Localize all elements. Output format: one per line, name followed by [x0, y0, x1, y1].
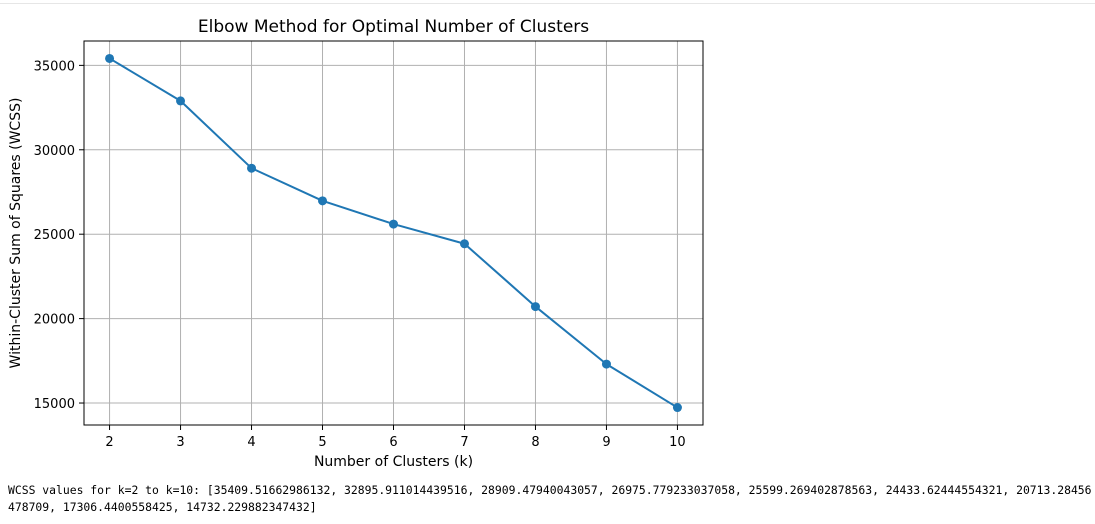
wcss-point: [672, 403, 682, 413]
wcss-values-output: WCSS values for k=2 to k=10: [35409.5166…: [8, 483, 1092, 514]
y-axis-title: Within-Cluster Sum of Squares (WCSS): [8, 98, 24, 369]
chart-title: Elbow Method for Optimal Number of Clust…: [198, 17, 589, 37]
wcss-series: [105, 53, 682, 413]
x-tick-label: 4: [247, 435, 255, 450]
x-tick-label: 6: [389, 435, 397, 450]
wcss-point: [105, 53, 115, 63]
x-axis-title: Number of Clusters (k): [314, 454, 473, 470]
y-tick-label: 30000: [34, 144, 75, 159]
x-tick-label: 5: [318, 435, 326, 450]
wcss-point: [176, 96, 186, 106]
x-tick-label: 8: [531, 435, 539, 450]
y-tick-label: 20000: [34, 313, 75, 328]
x-tick-label: 10: [669, 435, 686, 450]
x-tick-label: 7: [460, 435, 468, 450]
wcss-point: [389, 219, 398, 229]
x-tick-label: 2: [105, 435, 113, 450]
wcss-point: [601, 359, 611, 369]
wcss-point: [530, 302, 540, 312]
y-tick-label: 15000: [34, 397, 75, 412]
y-tick-label: 35000: [34, 59, 75, 74]
wcss-point: [318, 196, 328, 206]
x-tick-label: 9: [602, 435, 610, 450]
cell-divider: [0, 3, 1095, 4]
wcss-point: [247, 163, 257, 173]
wcss-point: [459, 239, 469, 249]
axis-ticks: 2 3 4 5 6 7 8 9 10 15000 20000 25000 30000 35000: [34, 59, 686, 450]
elbow-chart: Elbow Method for Optimal Number of Clust…: [8, 17, 704, 470]
x-tick-label: 3: [176, 435, 184, 450]
grid-lines: [84, 41, 703, 425]
y-tick-label: 25000: [34, 228, 75, 243]
